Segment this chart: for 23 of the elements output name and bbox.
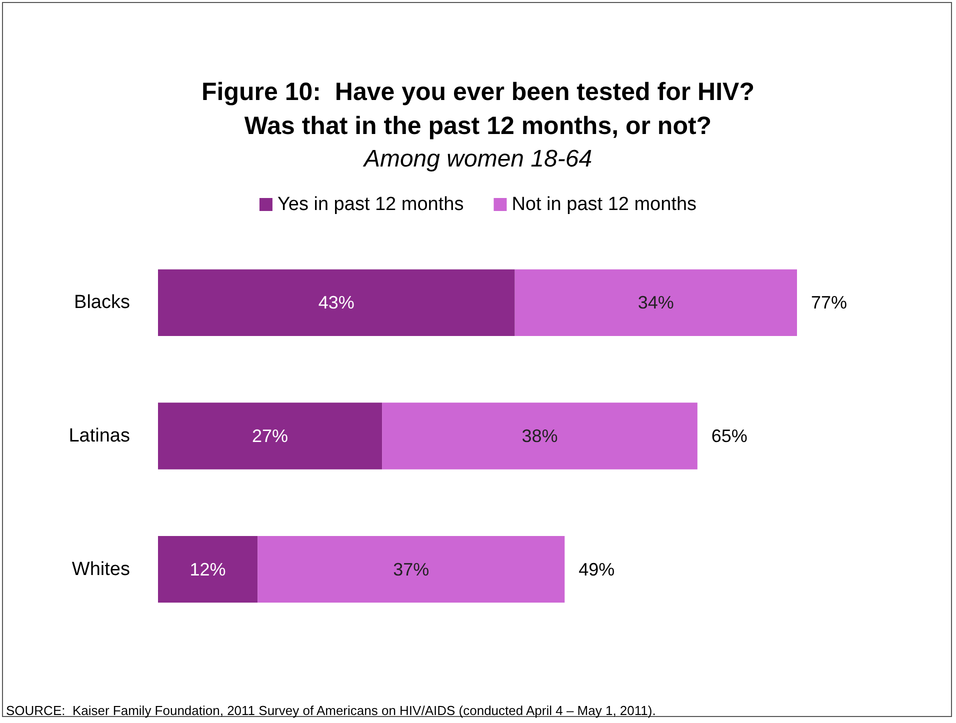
bar (382, 402, 698, 470)
data-label: 12% (190, 559, 226, 580)
chart-title: Figure 10: Have you ever been tested for HIV? Was that in the past 12 months, or not? (202, 78, 754, 140)
legend-label: Yes in past 12 months (277, 194, 464, 215)
data-label: 43% (318, 292, 354, 313)
legend-label: Not in past 12 months (512, 194, 697, 215)
data-label: 34% (638, 292, 674, 313)
bar (158, 536, 258, 603)
y-tick-label: Blacks (74, 292, 130, 314)
data-label: 37% (393, 559, 430, 580)
source-note: SOURCE: Kaiser Family Foundation, 2011 Survey of Americans on HIV/AIDS (conducted April 4 – May 1, 2011). (6, 703, 656, 718)
chart-subtitle: Among women 18-64 (362, 146, 592, 172)
bar (158, 269, 515, 336)
data-label: 38% (522, 426, 558, 446)
total-label: 49% (578, 559, 615, 580)
data-label: 27% (252, 426, 288, 446)
total-label: 77% (811, 292, 848, 313)
y-tick-label: Latinas (68, 426, 130, 446)
bar (258, 536, 565, 603)
y-tick-label: Whites (72, 558, 130, 580)
total-label: 65% (711, 426, 748, 446)
bar (158, 402, 382, 470)
bar (514, 269, 797, 336)
